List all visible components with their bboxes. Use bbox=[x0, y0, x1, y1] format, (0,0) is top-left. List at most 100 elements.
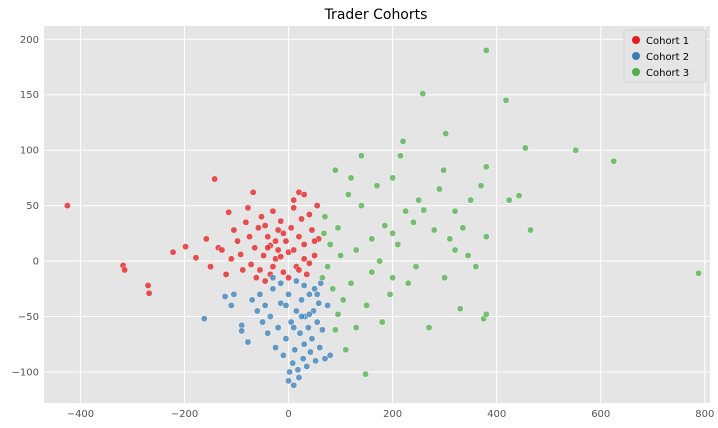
data-point-cohort-3 bbox=[404, 279, 412, 287]
data-point-cohort-3 bbox=[610, 157, 618, 165]
data-point-cohort-2 bbox=[316, 344, 324, 352]
data-point-cohort-3 bbox=[482, 233, 490, 241]
data-point-cohort-1 bbox=[279, 229, 287, 237]
data-point-cohort-1 bbox=[300, 255, 308, 263]
data-point-cohort-3 bbox=[521, 144, 529, 152]
data-point-cohort-3 bbox=[459, 224, 467, 232]
data-point-cohort-3 bbox=[456, 305, 464, 313]
data-point-cohort-3 bbox=[320, 229, 328, 237]
x-tick-label: 0 bbox=[285, 409, 291, 420]
y-tick-label: −100 bbox=[12, 367, 39, 378]
data-point-cohort-3 bbox=[378, 318, 386, 326]
data-point-cohort-3 bbox=[515, 192, 523, 200]
data-point-cohort-3 bbox=[409, 218, 417, 226]
data-point-cohort-1 bbox=[242, 218, 250, 226]
data-point-cohort-1 bbox=[305, 211, 313, 218]
data-point-cohort-2 bbox=[269, 285, 277, 293]
data-point-cohort-1 bbox=[285, 274, 292, 282]
data-point-cohort-2 bbox=[315, 299, 323, 307]
data-point-cohort-3 bbox=[425, 324, 433, 332]
data-point-cohort-2 bbox=[277, 279, 285, 287]
data-point-cohort-2 bbox=[266, 313, 274, 320]
data-point-cohort-2 bbox=[318, 326, 326, 334]
data-point-cohort-1 bbox=[290, 246, 298, 254]
data-point-cohort-1 bbox=[249, 188, 257, 196]
data-point-cohort-2 bbox=[313, 318, 321, 326]
data-point-cohort-3 bbox=[399, 137, 407, 145]
data-point-cohort-3 bbox=[441, 274, 449, 282]
data-point-cohort-2 bbox=[311, 285, 319, 293]
data-point-cohort-3 bbox=[430, 226, 438, 234]
data-point-cohort-3 bbox=[451, 207, 459, 215]
data-point-cohort-3 bbox=[337, 252, 345, 259]
data-point-cohort-2 bbox=[298, 296, 306, 304]
data-point-cohort-3 bbox=[329, 285, 337, 293]
data-point-cohort-3 bbox=[482, 310, 490, 318]
data-point-cohort-2 bbox=[227, 301, 235, 309]
data-point-cohort-2 bbox=[282, 301, 290, 309]
data-point-cohort-2 bbox=[200, 315, 208, 323]
data-point-cohort-1 bbox=[256, 266, 264, 274]
data-point-cohort-3 bbox=[451, 246, 459, 254]
legend: Cohort 1 Cohort 2 Cohort 3 bbox=[623, 29, 707, 83]
data-point-cohort-1 bbox=[246, 233, 253, 241]
data-point-cohort-3 bbox=[502, 96, 510, 104]
data-point-cohort-2 bbox=[299, 355, 307, 363]
data-point-cohort-1 bbox=[282, 237, 290, 245]
data-point-cohort-2 bbox=[305, 290, 313, 298]
data-point-cohort-3 bbox=[321, 213, 329, 221]
data-point-cohort-1 bbox=[308, 226, 316, 234]
data-point-cohort-2 bbox=[285, 377, 292, 385]
data-point-cohort-3 bbox=[324, 263, 332, 271]
data-point-cohort-3 bbox=[363, 301, 371, 309]
data-point-cohort-3 bbox=[572, 146, 580, 154]
data-point-cohort-3 bbox=[347, 174, 355, 182]
data-point-cohort-2 bbox=[285, 290, 292, 298]
x-tick-label: 600 bbox=[591, 409, 610, 420]
data-point-cohort-1 bbox=[261, 222, 269, 230]
data-point-cohort-2 bbox=[300, 340, 308, 348]
data-point-cohort-1 bbox=[244, 204, 252, 212]
data-point-cohort-3 bbox=[352, 246, 360, 254]
data-point-cohort-2 bbox=[256, 290, 264, 298]
data-point-cohort-3 bbox=[389, 174, 397, 182]
plot-background bbox=[44, 26, 710, 403]
data-point-cohort-2 bbox=[326, 351, 334, 359]
data-point-cohort-1 bbox=[169, 248, 177, 256]
legend-label-cohort-3: Cohort 3 bbox=[646, 68, 689, 79]
data-point-cohort-2 bbox=[296, 329, 304, 337]
data-point-cohort-2 bbox=[308, 335, 316, 343]
data-point-cohort-1 bbox=[305, 259, 313, 267]
data-point-cohort-1 bbox=[295, 266, 303, 274]
x-tick-label: 800 bbox=[695, 409, 714, 420]
data-point-cohort-1 bbox=[182, 243, 189, 251]
data-point-cohort-3 bbox=[527, 226, 534, 234]
data-point-cohort-3 bbox=[386, 290, 394, 298]
chart-title: Trader Cohorts bbox=[324, 7, 428, 23]
data-point-cohort-1 bbox=[274, 246, 282, 254]
data-point-cohort-1 bbox=[211, 175, 219, 183]
data-point-cohort-3 bbox=[331, 326, 339, 334]
data-point-cohort-3 bbox=[334, 224, 342, 232]
data-point-cohort-3 bbox=[347, 279, 355, 287]
data-point-cohort-3 bbox=[381, 222, 389, 230]
x-tick-label: 200 bbox=[383, 409, 402, 420]
data-point-cohort-2 bbox=[248, 296, 256, 304]
data-point-cohort-1 bbox=[237, 250, 245, 258]
data-point-cohort-3 bbox=[505, 196, 513, 204]
data-point-cohort-1 bbox=[145, 289, 153, 297]
data-point-cohort-3 bbox=[339, 296, 347, 304]
data-point-cohort-1 bbox=[298, 215, 306, 223]
data-point-cohort-1 bbox=[202, 235, 210, 243]
data-point-cohort-2 bbox=[298, 313, 306, 320]
data-point-cohort-1 bbox=[311, 252, 319, 259]
data-point-cohort-2 bbox=[291, 346, 299, 354]
y-tick-label: 0 bbox=[33, 257, 39, 268]
data-point-cohort-1 bbox=[251, 244, 259, 252]
data-point-cohort-2 bbox=[294, 366, 302, 374]
data-point-cohort-3 bbox=[695, 269, 703, 277]
data-point-cohort-3 bbox=[368, 235, 376, 243]
data-point-cohort-2 bbox=[313, 290, 321, 298]
data-point-cohort-1 bbox=[313, 202, 321, 210]
